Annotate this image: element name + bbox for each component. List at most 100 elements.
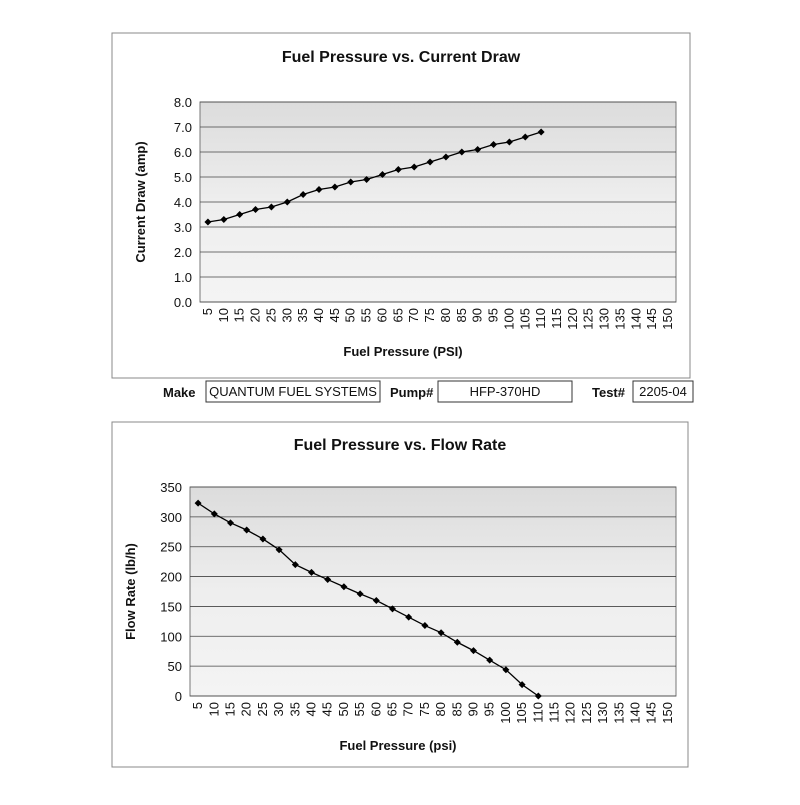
y-axis-title: Flow Rate (lb/h): [123, 543, 138, 640]
x-tick-label: 120: [563, 702, 578, 724]
x-tick-label: 45: [327, 308, 342, 322]
data-point: [518, 681, 526, 689]
x-tick-label: 15: [232, 308, 247, 322]
x-tick-label: 45: [320, 702, 335, 716]
x-tick-label: 115: [547, 702, 562, 723]
data-point: [331, 183, 339, 191]
x-tick-label: 115: [549, 308, 564, 329]
data-point: [267, 203, 275, 211]
test-label: Test#: [592, 385, 626, 400]
data-point: [356, 590, 364, 598]
x-tick-label: 130: [597, 308, 612, 330]
x-tick-label: 40: [311, 308, 326, 322]
chart-title: Fuel Pressure vs. Flow Rate: [294, 437, 507, 454]
x-tick-label: 10: [216, 308, 231, 322]
test-field: [632, 380, 694, 403]
data-point: [243, 526, 251, 534]
y-tick-label: 2.0: [174, 245, 192, 260]
x-tick-label: 80: [433, 702, 448, 716]
x-tick-label: 150: [660, 308, 675, 330]
y-tick-label: 6.0: [174, 145, 192, 160]
y-tick-label: 7.0: [174, 120, 192, 135]
test-value: 2205-04: [639, 384, 687, 399]
x-tick-label: 125: [581, 308, 596, 330]
x-tick-label: 105: [517, 308, 532, 330]
pump-field: [437, 380, 573, 403]
y-axis-title: Current Draw (amp): [133, 141, 148, 262]
x-tick-label: 130: [595, 702, 610, 724]
data-point: [426, 158, 434, 166]
x-tick-label: 150: [660, 702, 675, 724]
data-point: [458, 148, 466, 156]
data-point: [372, 596, 380, 604]
x-tick-label: 55: [352, 702, 367, 716]
data-point: [363, 176, 371, 183]
data-point: [210, 510, 218, 518]
x-tick-label: 60: [374, 308, 389, 322]
data-point: [378, 171, 386, 178]
x-tick-label: 95: [482, 702, 497, 716]
y-tick-label: 0: [175, 689, 182, 704]
x-tick-label: 70: [401, 702, 416, 716]
x-axis-title: Fuel Pressure (PSI): [343, 344, 462, 359]
x-tick-label: 50: [336, 702, 351, 716]
data-point: [291, 561, 299, 569]
data-point: [275, 546, 283, 554]
pump-label: Pump#: [390, 385, 434, 400]
y-tick-label: 0.0: [174, 295, 192, 310]
data-point: [236, 211, 244, 218]
make-label: Make: [163, 385, 196, 400]
plot-area: [189, 486, 677, 697]
x-tick-label: 90: [470, 308, 485, 322]
data-point: [315, 186, 323, 193]
data-point: [194, 499, 202, 507]
x-tick-label: 135: [612, 308, 627, 330]
x-tick-label: 95: [486, 308, 501, 322]
x-tick-label: 125: [579, 702, 594, 724]
data-point: [394, 166, 402, 173]
y-tick-label: 8.0: [174, 95, 192, 110]
data-point: [442, 153, 450, 161]
x-tick-label: 10: [206, 702, 221, 716]
data-point: [410, 163, 418, 171]
x-tick-label: 30: [279, 308, 294, 322]
y-tick-label: 1.0: [174, 270, 192, 285]
data-point: [537, 128, 545, 136]
x-tick-label: 100: [501, 308, 516, 330]
x-tick-label: 75: [417, 702, 432, 716]
x-tick-label: 5: [200, 308, 215, 315]
x-tick-label: 85: [449, 702, 464, 716]
y-tick-label: 300: [160, 510, 182, 525]
y-tick-label: 4.0: [174, 195, 192, 210]
x-tick-label: 140: [628, 308, 643, 330]
x-tick-label: 65: [390, 308, 405, 322]
y-tick-label: 150: [160, 599, 182, 614]
x-tick-label: 25: [255, 702, 270, 716]
data-point: [405, 613, 413, 621]
x-tick-label: 75: [422, 308, 437, 322]
data-point: [340, 583, 348, 591]
x-tick-label: 35: [287, 702, 302, 716]
pump-value: HFP-370HD: [470, 384, 541, 399]
x-tick-label: 140: [628, 702, 643, 724]
data-point: [227, 519, 234, 527]
make-value: QUANTUM FUEL SYSTEMS: [209, 384, 377, 399]
x-tick-label: 145: [644, 308, 659, 330]
y-tick-label: 200: [160, 570, 182, 585]
y-tick-label: 3.0: [174, 220, 192, 235]
form-row: Make QUANTUM FUEL SYSTEMS Pump# HFP-370H…: [163, 380, 694, 403]
data-line: [207, 131, 542, 223]
data-point: [308, 568, 315, 576]
chart-title: Fuel Pressure vs. Current Draw: [282, 49, 521, 66]
data-point: [283, 198, 291, 206]
x-tick-label: 145: [644, 702, 659, 724]
x-tick-label: 20: [239, 702, 254, 716]
data-line: [197, 502, 539, 697]
y-tick-label: 50: [168, 659, 182, 674]
x-tick-label: 110: [533, 308, 548, 329]
data-point: [421, 622, 429, 630]
data-point: [453, 638, 461, 646]
x-tick-label: 120: [565, 308, 580, 330]
x-tick-label: 50: [343, 308, 358, 322]
